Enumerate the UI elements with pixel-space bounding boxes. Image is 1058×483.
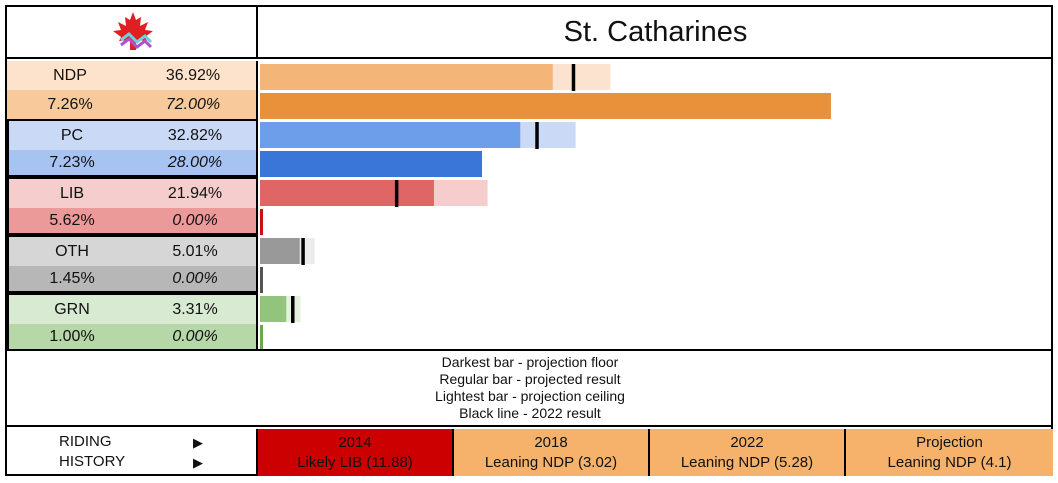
history-result: Leaning NDP (3.02) bbox=[484, 453, 618, 471]
legend-result: Regular bar - projected result bbox=[439, 371, 621, 387]
bar-win-probability-ndp bbox=[260, 93, 831, 119]
bar-win-probability-pc bbox=[260, 151, 483, 177]
party-projection: 32.82% bbox=[167, 126, 223, 144]
history-cell-3: Projection Leaning NDP (4.1) bbox=[846, 429, 1053, 476]
history-cell-2: 2022 Leaning NDP (5.28) bbox=[650, 429, 846, 476]
party-row-projection: PC 32.82% bbox=[9, 121, 256, 150]
party-block-pc: PC 32.82% 7.23% 28.00% bbox=[7, 119, 258, 177]
bar-floor-overlay-pc bbox=[260, 122, 467, 148]
legend: Darkest bar - projection floor Regular b… bbox=[7, 349, 1053, 427]
history-result: Leaning NDP (5.28) bbox=[680, 453, 814, 471]
party-win-probability: 0.00% bbox=[172, 327, 218, 345]
party-block-ndp: NDP 36.92% 7.26% 72.00% bbox=[7, 61, 258, 119]
party-block-oth: OTH 5.01% 1.45% 0.00% bbox=[7, 235, 258, 293]
bar-floor-overlay-ndp bbox=[260, 64, 502, 90]
party-win-probability: 0.00% bbox=[172, 269, 218, 287]
history-result: Likely LIB (11.88) bbox=[297, 453, 413, 471]
history-year: Projection bbox=[916, 433, 983, 451]
party-block-grn: GRN 3.31% 1.00% 0.00% bbox=[7, 293, 258, 351]
bar-win-probability-lib bbox=[260, 209, 263, 235]
bar-2022-line-oth bbox=[301, 238, 305, 265]
party-projection: 21.94% bbox=[167, 184, 223, 202]
party-block-lib: LIB 21.94% 5.62% 0.00% bbox=[7, 177, 258, 235]
party-name: GRN bbox=[54, 300, 90, 318]
party-row-projection: GRN 3.31% bbox=[9, 295, 256, 324]
bar-win-probability-grn bbox=[260, 325, 263, 349]
bar-chart bbox=[260, 61, 1053, 349]
history-cell-0: 2014 Likely LIB (11.88) bbox=[258, 429, 454, 476]
legend-ceiling: Lightest bar - projection ceiling bbox=[435, 388, 625, 404]
party-win-probability: 0.00% bbox=[172, 211, 218, 229]
party-row-projection: LIB 21.94% bbox=[9, 179, 256, 208]
bar-2022-line-grn bbox=[291, 296, 295, 323]
history-cell-1: 2018 Leaning NDP (3.02) bbox=[454, 429, 650, 476]
history-label-line1: RIDING bbox=[59, 433, 112, 450]
party-name: LIB bbox=[59, 184, 84, 202]
party-win-probability: 28.00% bbox=[167, 153, 223, 171]
bar-floor-overlay-oth bbox=[260, 238, 270, 264]
maple-leaf-icon bbox=[113, 12, 153, 50]
party-projection: 5.01% bbox=[172, 242, 218, 260]
bar-floor-overlay-grn bbox=[260, 296, 268, 322]
party-margin: 7.23% bbox=[49, 153, 95, 171]
party-projection: 36.92% bbox=[165, 66, 221, 84]
logo-cell bbox=[7, 7, 258, 59]
party-name: PC bbox=[60, 126, 84, 144]
party-row-projection: NDP 36.92% bbox=[7, 61, 256, 90]
party-margin: 1.45% bbox=[49, 269, 95, 287]
legend-floor: Darkest bar - projection floor bbox=[441, 354, 619, 370]
bar-2022-line-pc bbox=[535, 122, 539, 149]
party-margin: 7.26% bbox=[47, 95, 93, 113]
history-year: 2022 bbox=[730, 433, 764, 451]
history-year: 2018 bbox=[534, 433, 568, 451]
party-row-margin: 1.00% 0.00% bbox=[9, 324, 256, 349]
bar-chart-svg bbox=[260, 64, 831, 349]
party-projection: 3.31% bbox=[172, 300, 218, 318]
bar-floor-overlay-lib bbox=[260, 180, 381, 206]
party-row-margin: 7.23% 28.00% bbox=[9, 150, 256, 175]
party-row-margin: 1.45% 0.00% bbox=[9, 266, 256, 291]
bar-2022-line-ndp bbox=[571, 64, 576, 91]
history-result: Leaning NDP (4.1) bbox=[887, 453, 1012, 471]
party-name: NDP bbox=[53, 66, 87, 84]
party-margin: 5.62% bbox=[49, 211, 95, 229]
riding-history-label: RIDING ▶ HISTORY ▶ bbox=[7, 429, 258, 476]
party-row-margin: 7.26% 72.00% bbox=[7, 90, 256, 119]
party-win-probability: 72.00% bbox=[165, 95, 221, 113]
bar-win-probability-oth bbox=[260, 267, 263, 293]
party-name: OTH bbox=[55, 242, 89, 260]
history-label-line2: HISTORY bbox=[59, 453, 126, 470]
riding-title: St. Catharines bbox=[258, 7, 1053, 59]
arrow-right-icon: ▶ bbox=[193, 435, 203, 450]
party-margin: 1.00% bbox=[49, 327, 95, 345]
party-row-projection: OTH 5.01% bbox=[9, 237, 256, 266]
legend-2022-line: Black line - 2022 result bbox=[459, 405, 601, 421]
arrow-right-icon: ▶ bbox=[193, 455, 203, 470]
history-year: 2014 bbox=[338, 433, 372, 451]
bar-2022-line-lib bbox=[394, 180, 399, 207]
riding-projection-card: St. Catharines NDP 36.92% 7.26% 72.00% PC 32.… bbox=[5, 5, 1053, 476]
party-row-margin: 5.62% 0.00% bbox=[9, 208, 256, 233]
